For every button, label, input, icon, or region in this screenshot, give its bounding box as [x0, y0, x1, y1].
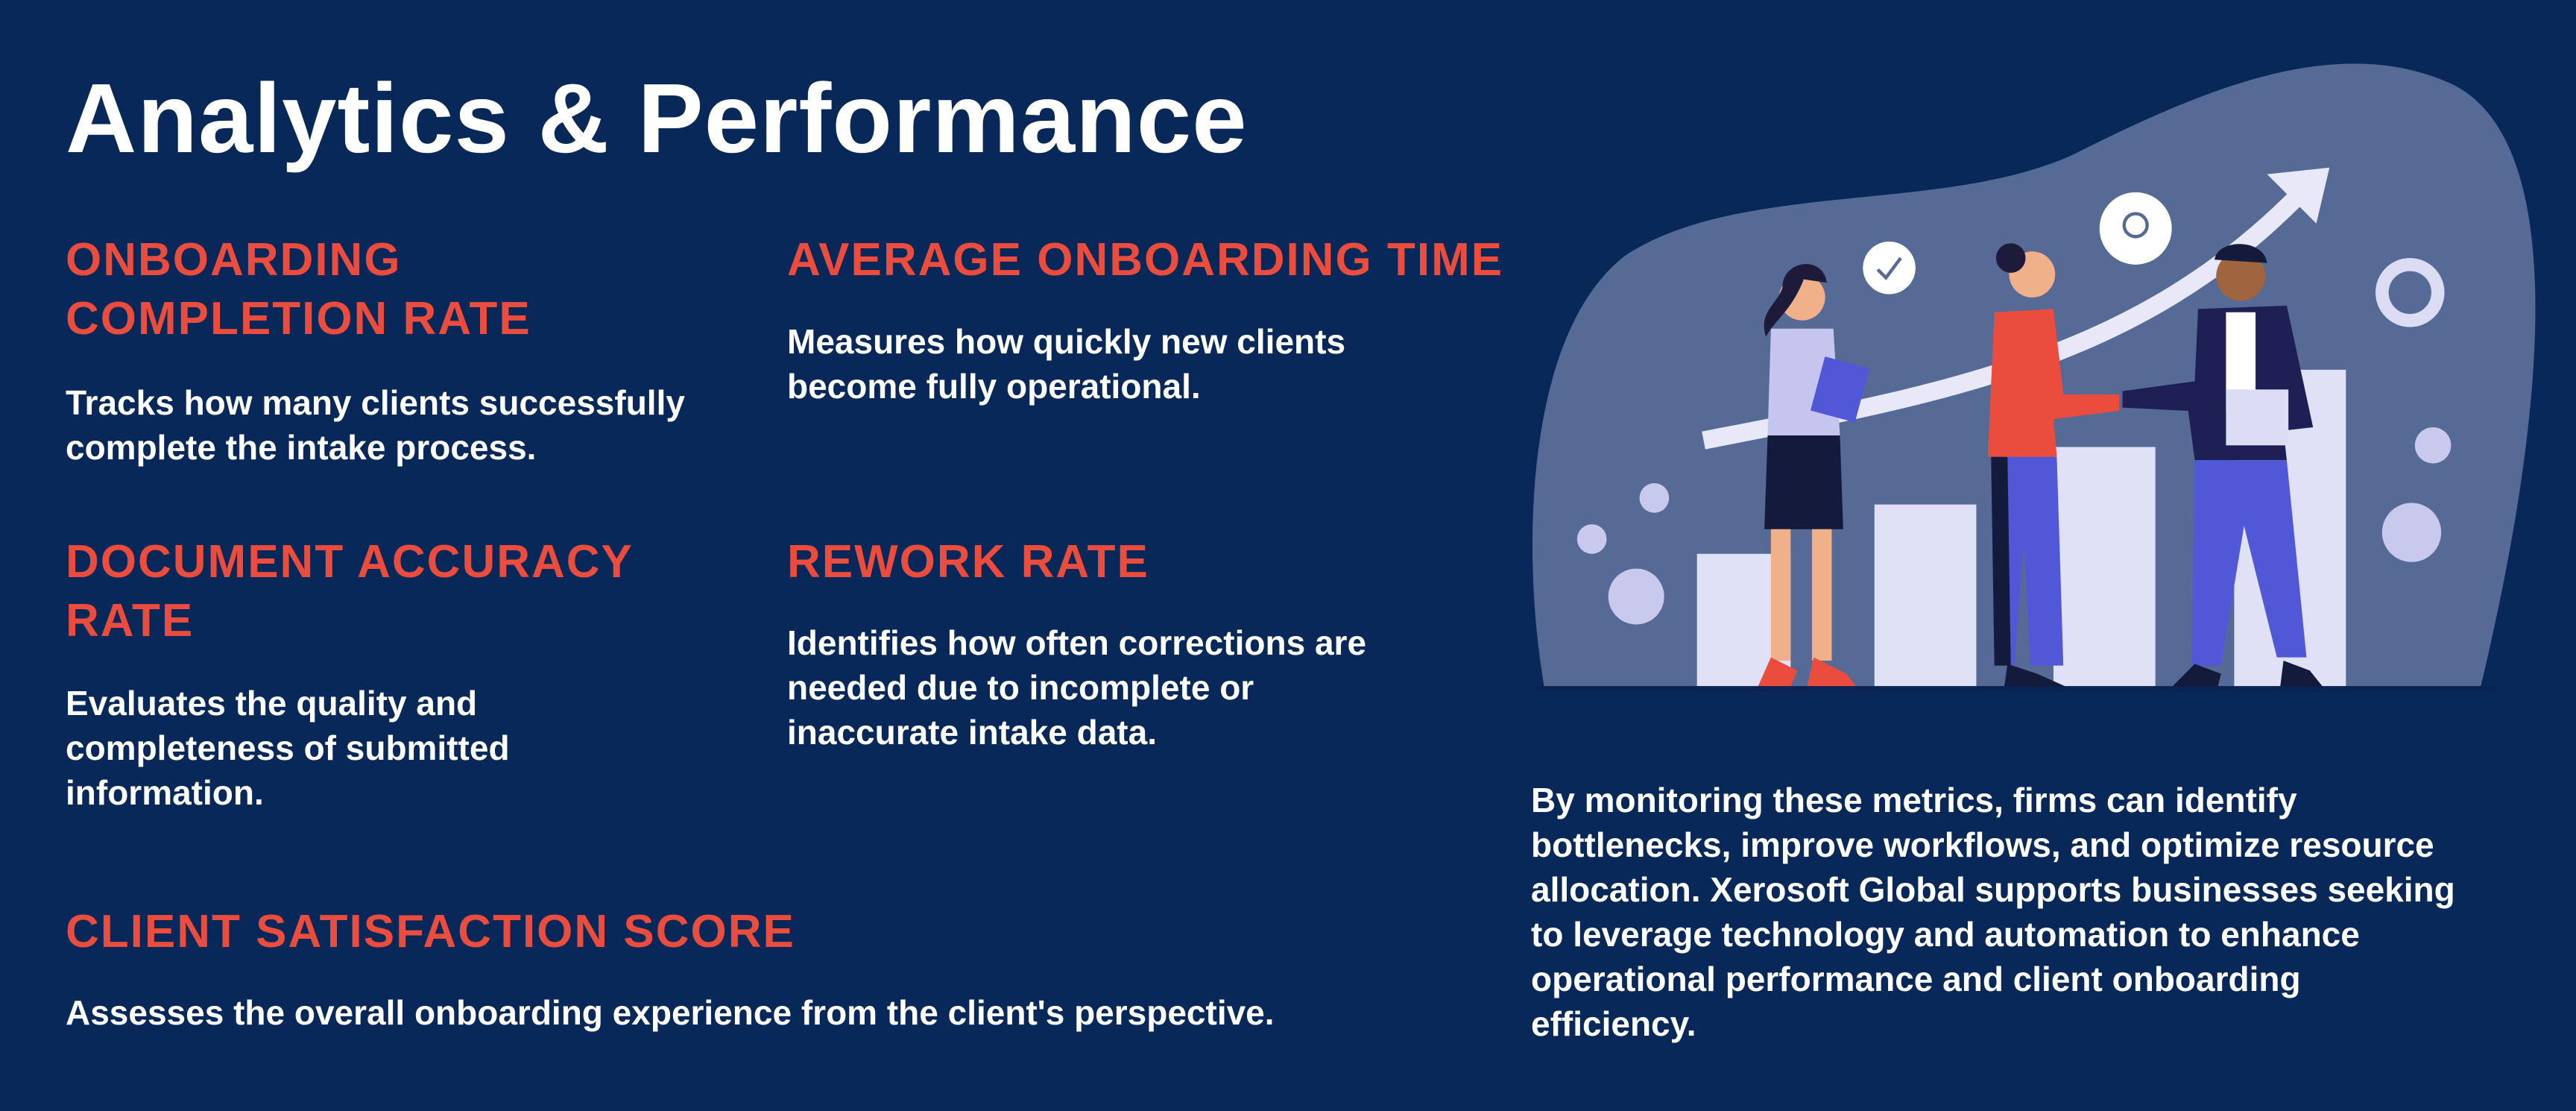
metric-description: Tracks how many clients successfully comp… [66, 380, 685, 470]
metric-description-line: Tracks how many clients successfully [66, 383, 685, 422]
metric-description-line: inaccurate intake data. [787, 713, 1157, 752]
metric-description: Measures how quickly new clients become f… [787, 319, 1345, 409]
metric-description-line: information. [66, 773, 264, 812]
summary-line: efficiency. [1531, 1004, 1696, 1043]
metric-heading-line: DOCUMENT ACCURACY [66, 536, 634, 588]
summary-line: operational performance and client onboa… [1531, 960, 2301, 998]
metric-description: Evaluates the quality and completeness of… [66, 681, 510, 815]
metric-description: Assesses the overall onboarding experien… [66, 990, 1275, 1035]
metric-description-line: Assesses the overall onboarding experien… [66, 993, 1275, 1032]
metric-description-line: needed due to incomplete or [787, 668, 1254, 707]
metric-heading-line: CLIENT SATISFACTION SCORE [66, 906, 795, 957]
metric-description: Identifies how often corrections are need… [787, 620, 1366, 755]
metric-description-line: Evaluates the quality and [66, 684, 478, 723]
summary-line: By monitoring these metrics, firms can i… [1531, 781, 2297, 819]
metric-description-line: Measures how quickly new clients [787, 322, 1346, 361]
metric-heading-line: ONBOARDING [66, 234, 402, 286]
metric-description-line: complete the intake process. [66, 428, 537, 467]
metric-heading: DOCUMENT ACCURACY RATE [66, 532, 634, 650]
metric-heading-line: RATE [66, 595, 195, 646]
summary: By monitoring these metrics, firms can i… [1531, 778, 2455, 1046]
metric-heading-line: AVERAGE ONBOARDING TIME [787, 234, 1504, 286]
metric-description-line: Identifies how often corrections are [787, 623, 1367, 662]
metric-heading-line: COMPLETION RATE [66, 293, 531, 344]
summary-line: allocation. Xerosoft Global supports bus… [1531, 870, 2455, 909]
metric-description-line: become fully operational. [787, 367, 1201, 406]
metric-heading: REWORK RATE [787, 532, 1149, 591]
page-title: Analytics & Performance [66, 63, 1248, 173]
summary-line: bottlenecks, improve workflows, and opti… [1531, 825, 2434, 864]
metric-heading-line: REWORK RATE [787, 536, 1149, 588]
metric-heading: ONBOARDING COMPLETION RATE [66, 230, 531, 348]
summary-line: to leverage technology and automation to… [1531, 915, 2360, 954]
metric-heading: CLIENT SATISFACTION SCORE [66, 902, 795, 961]
metric-heading: AVERAGE ONBOARDING TIME [787, 230, 1503, 289]
metric-description-line: completeness of submitted [66, 728, 510, 767]
